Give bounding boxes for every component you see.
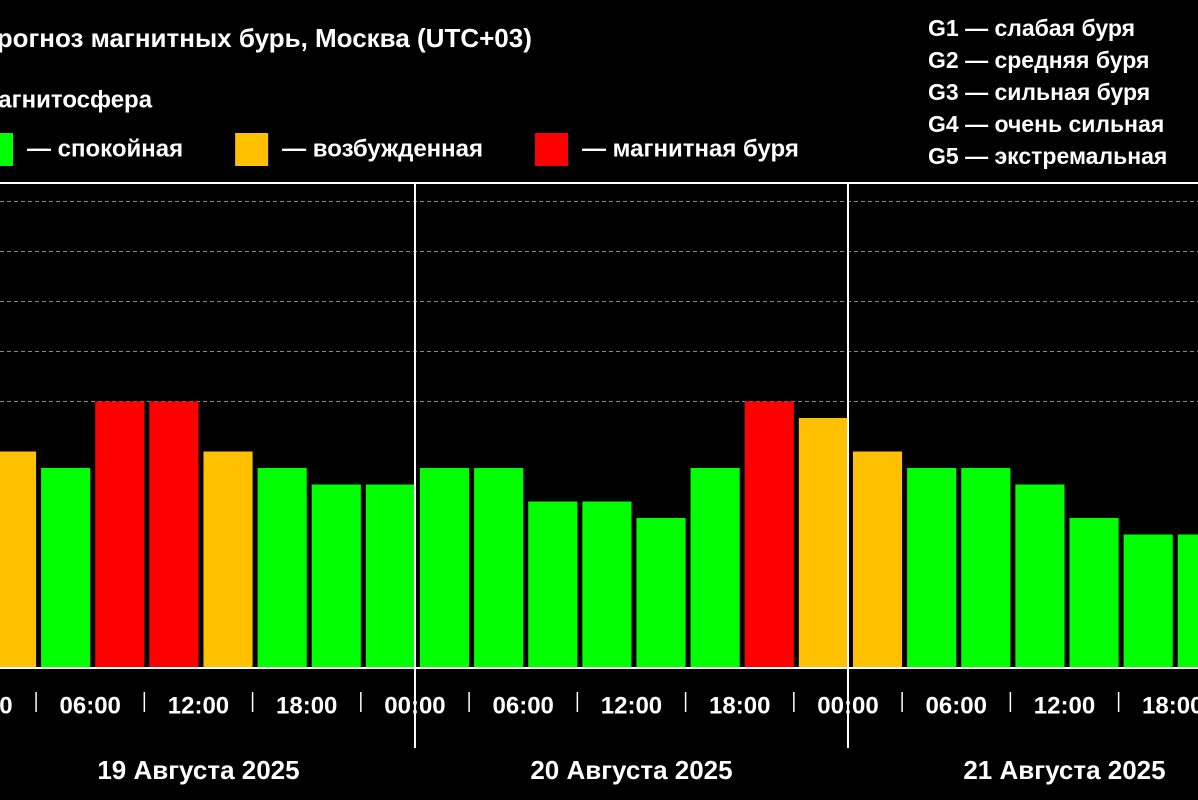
x-tick-label: 12:00 <box>601 692 662 719</box>
x-tick-label: 18:00 <box>1142 692 1198 719</box>
bar <box>95 401 145 668</box>
x-tick-label: 18:00 <box>276 692 337 719</box>
bar <box>41 468 91 668</box>
day-label: 19 Августа 2025 <box>97 755 299 785</box>
x-tick-label: 06:00 <box>926 692 987 719</box>
legend-swatch <box>535 133 569 166</box>
bar <box>1069 518 1119 668</box>
bar <box>690 468 740 668</box>
storm-scale-item: G2 — средняя буря <box>928 47 1149 73</box>
bar <box>1177 534 1198 668</box>
legend-swatch <box>235 133 269 166</box>
legend-label: — спокойная <box>27 135 183 162</box>
bar <box>961 468 1011 668</box>
bar <box>528 501 578 668</box>
legend-label: — магнитная буря <box>582 135 799 162</box>
day-label: 21 Августа 2025 <box>963 755 1165 785</box>
bar <box>744 401 794 668</box>
bar <box>257 468 307 668</box>
bar <box>203 451 253 668</box>
bar <box>0 451 37 668</box>
bar <box>798 418 848 668</box>
legend-title: Магнитосфера <box>0 86 153 113</box>
bar <box>852 451 903 668</box>
bar <box>474 468 524 668</box>
bar <box>582 501 632 668</box>
storm-scale-item: G5 — экстремальная <box>928 143 1167 169</box>
x-tick-label: 00:00 <box>384 692 445 719</box>
x-tick-label: 00:00 <box>0 692 13 719</box>
storm-scale-item: G3 — сильная буря <box>928 79 1150 105</box>
bar <box>636 518 686 668</box>
legend-swatch <box>0 133 13 166</box>
storm-scale-item: G4 — очень сильная <box>928 111 1164 137</box>
bar <box>419 468 470 668</box>
x-tick-label: 06:00 <box>60 692 121 719</box>
x-tick-label: 12:00 <box>1034 692 1095 719</box>
bar <box>149 401 199 668</box>
x-tick-label: 18:00 <box>709 692 770 719</box>
bar <box>1015 484 1065 668</box>
x-tick-label: 00:00 <box>817 692 878 719</box>
x-tick-label: 12:00 <box>168 692 229 719</box>
bar <box>365 484 415 668</box>
bar <box>311 484 361 668</box>
storm-scale-item: G1 — слабая буря <box>928 15 1135 41</box>
legend-label: — возбужденная <box>282 135 483 162</box>
day-label: 20 Августа 2025 <box>530 755 732 785</box>
bar <box>907 468 957 668</box>
x-tick-label: 06:00 <box>493 692 554 719</box>
bar <box>1123 534 1173 668</box>
chart-title: Прогноз магнитных бурь, Москва (UTC+03) <box>0 23 532 53</box>
